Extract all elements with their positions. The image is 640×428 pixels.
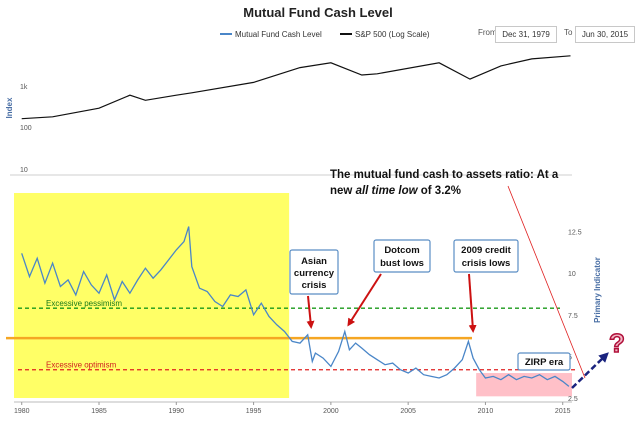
from-date-input[interactable]: Dec 31, 1979 [495, 26, 557, 43]
headline-line-2-pre: new [330, 185, 356, 197]
headline-pointer-line [507, 185, 586, 379]
x-tick-label: 1995 [246, 408, 262, 415]
zirp-callout-label: ZIRP era [525, 357, 564, 368]
excessive-optimism-label: Excessive optimism [46, 361, 117, 370]
credit-crisis-callout-box [453, 239, 519, 273]
asian-crisis-callout-box [289, 249, 339, 295]
top-y-axis-label: Index [5, 97, 14, 118]
credit-crisis-callout-line-1: 2009 credit [461, 245, 511, 256]
asian-crisis-arrow [306, 295, 315, 329]
y-tick-label: 12.5 [568, 230, 582, 237]
x-tick-label: 2000 [323, 408, 339, 415]
top-tick-10: 10 [20, 167, 28, 174]
headline-line-2: new all time low of 3.2% [330, 185, 461, 197]
to-label: To [564, 28, 573, 37]
x-axis-ticks: 1980 1985 1990 1995 2000 2005 2010 2015 [14, 402, 571, 415]
dotcom-callout-box [373, 239, 431, 273]
y-tick-label: 7.5 [568, 313, 578, 320]
headline-line-1: The mutual fund cash to assets ratio: At… [330, 169, 559, 181]
legend-item-cash: Mutual Fund Cash Level [235, 30, 322, 39]
top-tick-1k: 1k [20, 84, 28, 91]
cash-level-panel: Excessive pessimism Excessive optimism 1… [6, 193, 602, 415]
legend-item-sp500: S&P 500 (Log Scale) [355, 30, 430, 39]
annotations: The mutual fund cash to assets ratio: At… [289, 169, 626, 389]
chart-title: Mutual Fund Cash Level [243, 5, 393, 20]
x-tick-label: 1990 [169, 408, 185, 415]
asian-crisis-callout-line-3: crisis [302, 280, 327, 291]
x-tick-label: 2005 [400, 408, 416, 415]
future-direction-arrow [571, 352, 609, 389]
pessimism-era-shading [14, 193, 290, 398]
y-tick-label: 10 [568, 271, 576, 278]
dotcom-callout-line-1: Dotcom [384, 245, 419, 256]
cash-level-series-line [21, 226, 570, 387]
asian-crisis-callout-line-2: currency [294, 268, 335, 279]
sp500-panel: Index 1k 100 10 [5, 55, 572, 176]
dotcom-callout-line-2: bust lows [380, 258, 424, 269]
y-tick-label: 2.5 [568, 396, 578, 403]
sp500-series-line [21, 55, 571, 120]
dotcom-arrow [347, 273, 382, 327]
x-tick-label: 1980 [14, 408, 30, 415]
from-label: From [478, 28, 497, 37]
to-date-input[interactable]: Jun 30, 2015 [575, 26, 635, 43]
asian-crisis-callout-line-1: Asian [301, 256, 327, 267]
credit-crisis-callout-line-2: crisis lows [462, 258, 511, 269]
legend: Mutual Fund Cash Level S&P 500 (Log Scal… [220, 30, 430, 39]
zirp-callout-box [517, 352, 571, 371]
question-mark-icon: ? [609, 328, 625, 358]
x-tick-label: 2015 [555, 408, 571, 415]
x-tick-label: 1985 [91, 408, 107, 415]
headline-line-2-post: of 3.2% [418, 185, 461, 197]
credit-crisis-arrow [468, 273, 477, 333]
x-tick-label: 2010 [478, 408, 494, 415]
excessive-pessimism-label: Excessive pessimism [46, 299, 122, 308]
bottom-y-axis-label: Primary Indicator [593, 257, 602, 323]
headline-line-2-italic: all time low [356, 185, 419, 197]
top-tick-100: 100 [20, 125, 32, 132]
